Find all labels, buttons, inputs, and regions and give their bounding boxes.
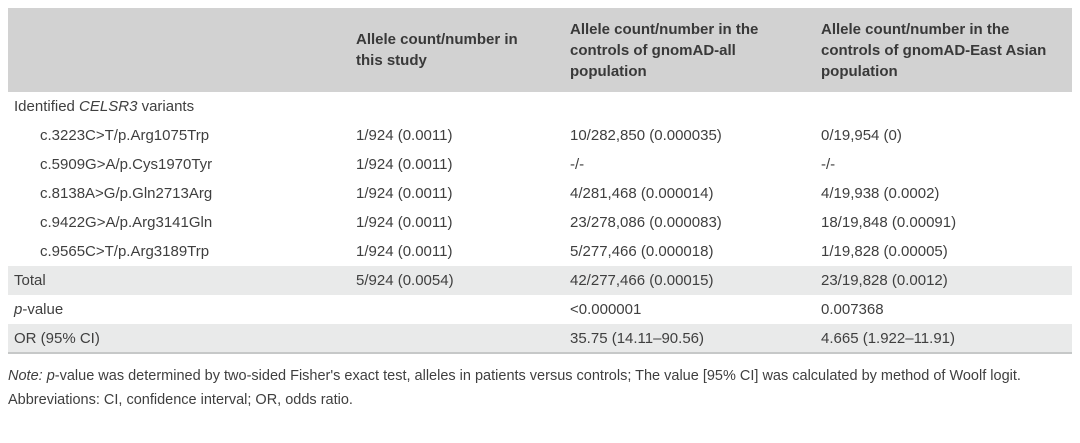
section-label-pre: Identified (14, 98, 80, 115)
pvalue-label-rest: -value (22, 301, 64, 318)
abbreviations-text: Abbreviations: CI, confidence interval; … (8, 392, 353, 408)
page: Allele count/number in this study Allele… (8, 8, 1072, 411)
table-notes: Note: p-value was determined by two-side… (8, 365, 1072, 411)
variants-table: Allele count/number in this study Allele… (8, 8, 1072, 354)
variant-row: c.8138A>G/p.Gln2713Arg 1/924 (0.0011) 4/… (8, 179, 1072, 208)
variant-row: c.9422G>A/p.Arg3141Gln 1/924 (0.0011) 23… (8, 208, 1072, 237)
total-label: Total (8, 266, 356, 295)
note-label: Note: (8, 368, 47, 384)
cell-gnomad-east-asian: 1/19,828 (0.00005) (821, 243, 948, 260)
cell-gnomad-all: 5/277,466 (0.000018) (570, 243, 714, 260)
cell-gnomad-all: 4/281,468 (0.000014) (570, 185, 714, 202)
cell-study: 1/924 (0.0011) (356, 156, 453, 173)
variant-label: c.9422G>A/p.Arg3141Gln (40, 214, 213, 231)
cell-gnomad-east-asian: 23/19,828 (0.0012) (821, 266, 1072, 295)
total-row: Total 5/924 (0.0054) 42/277,466 (0.00015… (8, 266, 1072, 295)
cell-gnomad-east-asian: -/- (821, 156, 836, 173)
cell-gnomad-all: <0.000001 (570, 301, 642, 318)
variant-label: c.5909G>A/p.Cys1970Tyr (40, 156, 213, 173)
header-cell-gnomad-all: Allele count/number in the controls of g… (570, 8, 821, 92)
cell-empty (570, 92, 821, 121)
variant-label: c.9565C>T/p.Arg3189Trp (40, 243, 210, 260)
variant-row: c.9565C>T/p.Arg3189Trp 1/924 (0.0011) 5/… (8, 237, 1072, 266)
note-p-italic: p (46, 368, 55, 384)
cell-study: 5/924 (0.0054) (356, 266, 570, 295)
cell-study (356, 324, 570, 353)
cell-gnomad-east-asian: 0.007368 (821, 301, 884, 318)
or-row: OR (95% CI) 35.75 (14.11–90.56) 4.665 (1… (8, 324, 1072, 353)
table-header: Allele count/number in this study Allele… (8, 8, 1072, 92)
cell-gnomad-all: 35.75 (14.11–90.56) (570, 324, 821, 353)
cell-gnomad-all: 42/277,466 (0.00015) (570, 266, 821, 295)
cell-study: 1/924 (0.0011) (356, 185, 453, 202)
pvalue-label: p-value (8, 295, 356, 324)
section-label-post: variants (137, 98, 195, 115)
cell-study: 1/924 (0.0011) (356, 127, 453, 144)
cell-gnomad-east-asian: 4.665 (1.922–11.91) (821, 324, 1072, 353)
pvalue-label-p: p (14, 301, 23, 318)
variant-label: c.8138A>G/p.Gln2713Arg (40, 185, 213, 202)
variant-row: c.5909G>A/p.Cys1970Tyr 1/924 (0.0011) -/… (8, 150, 1072, 179)
header-cell-gnomad-east-asian: Allele count/number in the controls of g… (821, 8, 1072, 92)
or-label: OR (95% CI) (8, 324, 356, 353)
table-body: Identified CELSR3 variants c.3223C>T/p.A… (8, 92, 1072, 353)
pvalue-row: p-value <0.000001 0.007368 (8, 295, 1072, 324)
section-row: Identified CELSR3 variants (8, 92, 1072, 121)
cell-empty (356, 92, 570, 121)
cell-study (356, 295, 570, 324)
header-row: Allele count/number in this study Allele… (8, 8, 1072, 92)
note-body: -value was determined by two-sided Fishe… (54, 368, 1021, 384)
section-label: Identified CELSR3 variants (8, 92, 356, 121)
gene-name: CELSR3 (79, 98, 138, 115)
cell-gnomad-all: 23/278,086 (0.000083) (570, 214, 722, 231)
header-cell-study: Allele count/number in this study (356, 8, 570, 92)
cell-study: 1/924 (0.0011) (356, 243, 453, 260)
cell-empty (821, 92, 1072, 121)
variant-label: c.3223C>T/p.Arg1075Trp (40, 127, 210, 144)
cell-study: 1/924 (0.0011) (356, 214, 453, 231)
header-cell-variant (8, 8, 356, 92)
cell-gnomad-east-asian: 4/19,938 (0.0002) (821, 185, 940, 202)
cell-gnomad-all: -/- (570, 156, 585, 173)
cell-gnomad-all: 10/282,850 (0.000035) (570, 127, 722, 144)
note-text: Note: p-value was determined by two-side… (8, 365, 1072, 387)
variant-row: c.3223C>T/p.Arg1075Trp 1/924 (0.0011) 10… (8, 121, 1072, 150)
cell-gnomad-east-asian: 0/19,954 (0) (821, 127, 902, 144)
cell-gnomad-east-asian: 18/19,848 (0.00091) (821, 214, 957, 231)
